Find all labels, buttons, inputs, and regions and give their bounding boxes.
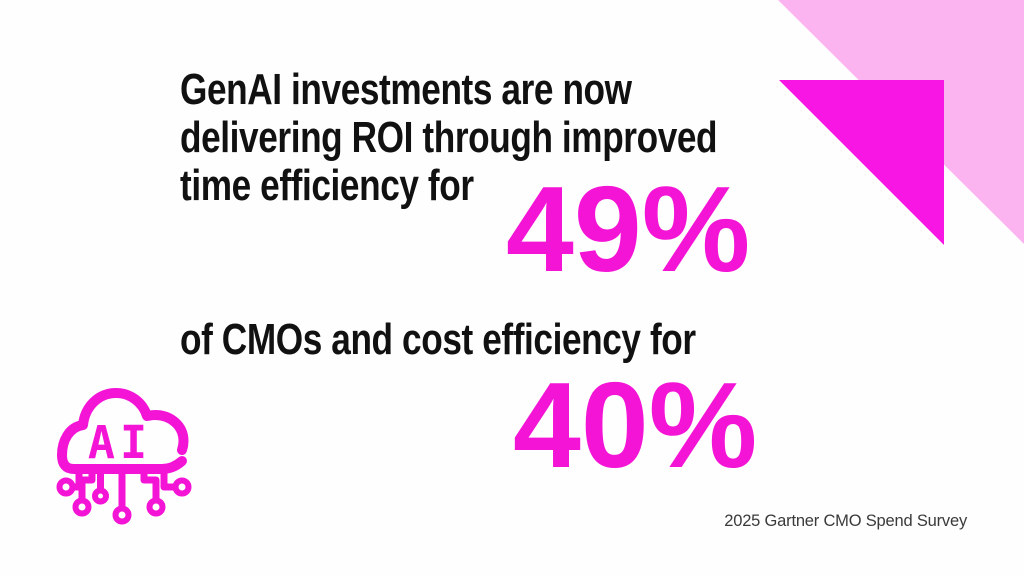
ai-cloud-circuit-icon: AI [52,370,198,533]
circuit-node-6 [172,477,192,497]
headline-line-2: delivering ROI through improved [180,113,718,162]
circuit-trace-5 [140,465,160,503]
corner-triangle-magenta [779,80,944,245]
circuit-trace-2 [78,465,96,503]
stat-time-efficiency-value: 49% [506,161,751,297]
circuit-trace-6 [160,465,178,491]
stat-cost-efficiency-value: 40% [513,357,758,493]
ai-icon-label: AI [88,416,152,469]
source-attribution: 2025 Gartner CMO Spend Survey [724,512,967,530]
circuit-node-2 [72,497,92,517]
subheadline: of CMOs and cost efficiency for [180,315,696,364]
circuit-node-5 [146,497,166,517]
headline-line-3: time efficiency for [180,161,474,210]
circuit-node-1 [56,477,76,497]
headline: GenAI investments are now delivering ROI… [180,65,718,210]
headline-line-1: GenAI investments are now [180,65,632,114]
circuit-node-3 [92,487,109,505]
circuit-node-4 [112,505,132,525]
cloud-outline [57,388,189,474]
